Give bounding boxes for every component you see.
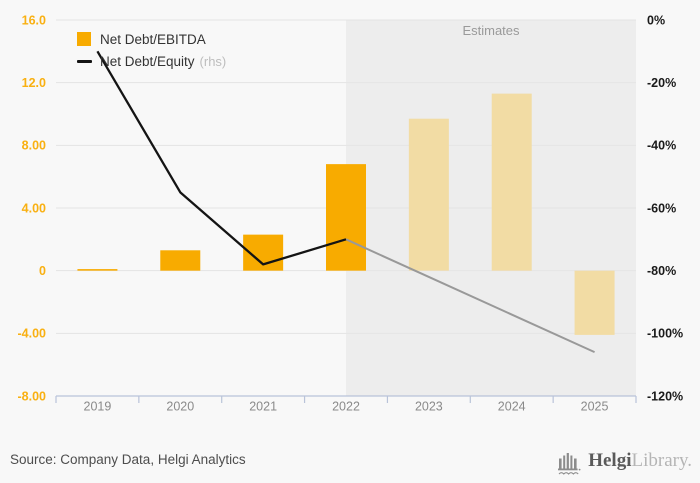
left-axis-tick-label: -4.00 [18,327,47,341]
right-axis-tick-label: -100% [647,327,683,341]
right-axis-tick-label: -60% [647,201,676,215]
legend-label: Net Debt/Equity [100,53,195,69]
x-axis-label: 2025 [581,400,609,414]
chart-legend: Net Debt/EBITDA Net Debt/Equity (rhs) [77,28,226,72]
legend-label-suffix: (rhs) [199,53,227,69]
right-axis-tick-label: -120% [647,389,683,403]
logo-wordmark: HelgiLibrary. [588,450,692,472]
bar-2019 [77,269,118,271]
x-axis-label: 2022 [332,400,360,414]
bar-2024 [491,93,532,271]
legend-item-net-debt-ebitda: Net Debt/EBITDA [77,28,226,50]
estimates-label: Estimates [462,23,520,38]
right-axis-tick-label: -20% [647,76,676,90]
x-axis-label: 2023 [415,400,443,414]
right-axis-tick-label: -40% [647,139,676,153]
x-axis-label: 2020 [166,400,194,414]
left-axis-tick-label: 4.00 [22,201,46,215]
x-axis-label: 2024 [498,400,526,414]
right-axis-tick-label: -80% [647,264,676,278]
line-actual-segment [96,50,347,266]
logo-suffix: Library. [631,449,693,471]
bar-swatch-icon [77,32,91,46]
left-axis-tick-label: 12.0 [22,76,46,90]
bar-2020 [160,250,201,271]
left-axis-tick-label: 8.00 [22,139,46,153]
combo-chart: 16.0 12.0 8.00 4.00 0 -4.00 -8.00 0% -20% -40% -60… [18,13,684,414]
left-axis-tick-label: 16.0 [22,13,46,27]
x-axis-label: 2019 [84,400,112,414]
legend-label: Net Debt/EBITDA [100,31,206,47]
left-axis-tick-label: 0 [39,264,46,278]
right-axis-tick-label: 0% [647,13,665,27]
chart-footer: Source: Company Data, Helgi Analytics He… [0,444,700,480]
bar-2023 [408,118,449,271]
line-estimate-segment [345,238,595,354]
bar-2025 [574,270,615,335]
line-swatch-icon [77,59,92,63]
x-axis-label: 2021 [249,400,277,414]
bar-2022 [326,164,366,271]
helgi-bridge-icon [558,453,581,475]
logo-brand: Helgi [588,449,632,471]
legend-item-net-debt-equity: Net Debt/Equity (rhs) [77,50,226,72]
left-axis-tick-label: -8.00 [18,389,47,403]
source-note: Source: Company Data, Helgi Analytics [10,452,246,467]
helgi-library-logo: HelgiLibrary. [557,446,692,475]
